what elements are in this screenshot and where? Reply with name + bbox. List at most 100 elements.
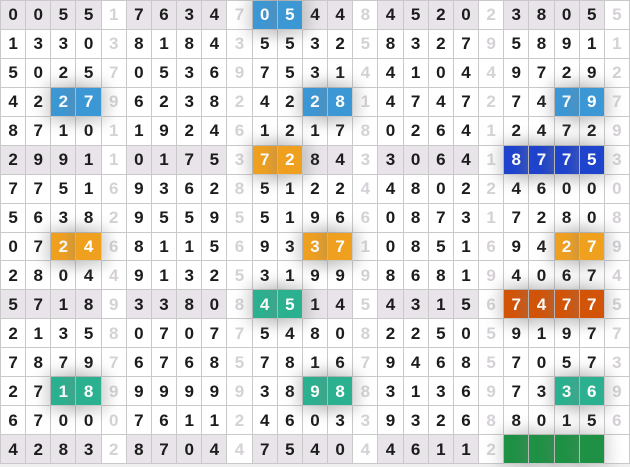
grid-cell: 2	[177, 116, 203, 146]
grid-cell: 7	[101, 348, 127, 378]
grid-cell: 4	[328, 145, 354, 175]
grid-cell: 8	[277, 377, 303, 407]
grid-cell: 0	[26, 58, 52, 88]
grid-cell: 2	[403, 319, 429, 349]
grid-cell: 8	[353, 116, 379, 146]
grid-cell: 3	[453, 203, 480, 233]
grid-cell: 3	[302, 232, 329, 262]
grid-cell: 5	[51, 174, 77, 204]
grid-cell: 9	[604, 377, 630, 407]
grid-cell: 4	[328, 290, 354, 320]
grid-cell: 5	[277, 1, 303, 30]
grid-cell: 1	[579, 29, 605, 59]
grid-cell: 4	[453, 58, 480, 88]
grid-cell: 8	[328, 377, 354, 407]
grid-cell: 3	[403, 290, 429, 320]
grid-cell: 1	[101, 145, 127, 175]
grid-cell: 8	[554, 203, 580, 233]
grid-cell: 3	[51, 203, 77, 233]
grid-cell: 6	[277, 406, 303, 436]
grid-cell: 4	[252, 87, 278, 117]
grid-cell: 8	[428, 261, 454, 291]
grid-cell: 5	[1, 290, 27, 320]
grid-cell: 3	[51, 319, 77, 349]
grid-cell: 0	[126, 145, 152, 175]
grid-cell: 6	[554, 261, 580, 291]
grid-cell: 8	[504, 145, 530, 175]
grid-cell: 3	[277, 232, 303, 262]
grid-cell: 7	[151, 319, 178, 349]
grid-cell: 8	[202, 87, 228, 117]
grid-cell: 9	[479, 29, 505, 59]
grid-cell: 2	[479, 1, 505, 30]
grid-cell: 4	[428, 87, 454, 117]
grid-cell: 3	[353, 145, 379, 175]
grid-cell: 8	[177, 290, 203, 320]
grid-cell: 8	[453, 348, 480, 378]
grid-cell: 3	[177, 87, 203, 117]
grid-cell: 3	[252, 377, 278, 407]
grid-cell: 7	[126, 406, 152, 436]
grid-cell: 4	[529, 290, 555, 320]
grid-cell: 4	[378, 435, 404, 464]
grid-cell: 7	[227, 319, 253, 349]
grid-cell: 7	[554, 145, 580, 175]
grid-cell: 8	[126, 29, 152, 59]
grid-cell: 1	[479, 145, 505, 175]
grid-cell: 4	[277, 319, 303, 349]
grid-cell: 9	[76, 348, 102, 378]
grid-cell: 2	[428, 29, 454, 59]
grid-cell: 1	[277, 261, 303, 291]
grid-cell: 8	[101, 319, 127, 349]
grid-cell: 4	[76, 261, 102, 291]
grid-cell: 6	[227, 116, 253, 146]
grid-cell: 2	[529, 203, 555, 233]
grid-cell: 9	[202, 377, 228, 407]
grid-cell: 1	[428, 435, 454, 464]
grid-cell: 4	[378, 1, 404, 30]
grid-cell: 9	[252, 232, 278, 262]
grid-cell: 3	[604, 145, 630, 175]
grid-cell: 4	[202, 116, 228, 146]
grid-cell: 7	[504, 290, 530, 320]
grid-cell: 4	[1, 87, 27, 117]
grid-cell: 7	[353, 348, 379, 378]
grid-cell: 7	[579, 319, 605, 349]
grid-cell: 9	[202, 203, 228, 233]
grid-cell: 2	[403, 116, 429, 146]
grid-cell: 1	[453, 232, 480, 262]
grid-cell: 7	[26, 377, 52, 407]
grid-cell: 6	[479, 232, 505, 262]
grid-cell: 4	[202, 1, 228, 30]
grid-cell: 0	[328, 319, 354, 349]
grid-cell: 3	[26, 29, 52, 59]
grid-cell: 4	[353, 174, 379, 204]
grid-cell: 4	[76, 232, 102, 262]
grid-cell: 2	[277, 116, 303, 146]
grid-cell: 8	[479, 406, 505, 436]
grid-cell: 1	[1, 29, 27, 59]
grid-cell: 7	[529, 58, 555, 88]
grid-cell: 2	[1, 261, 27, 291]
grid-cell: 7	[504, 348, 530, 378]
grid-cell: 3	[51, 29, 77, 59]
grid-cell: 6	[428, 145, 454, 175]
grid-cell: 8	[302, 145, 329, 175]
grid-cell: 5	[353, 290, 379, 320]
grid-cell: 0	[428, 174, 454, 204]
grid-cell: 1	[151, 29, 178, 59]
grid-cell: 1	[101, 116, 127, 146]
grid-cell: 0	[529, 261, 555, 291]
grid-cell: 2	[504, 116, 530, 146]
grid-cell: 6	[428, 348, 454, 378]
grid-cell: 7	[202, 319, 228, 349]
grid-cell: 0	[1, 1, 27, 30]
grid-cell: 6	[151, 1, 178, 30]
grid-cell: 8	[227, 290, 253, 320]
grid-cell: 9	[554, 29, 580, 59]
grid-cell: 4	[378, 290, 404, 320]
grid-cell: 2	[227, 87, 253, 117]
grid-cell: 1	[453, 435, 480, 464]
grid-cell: 4	[353, 58, 379, 88]
